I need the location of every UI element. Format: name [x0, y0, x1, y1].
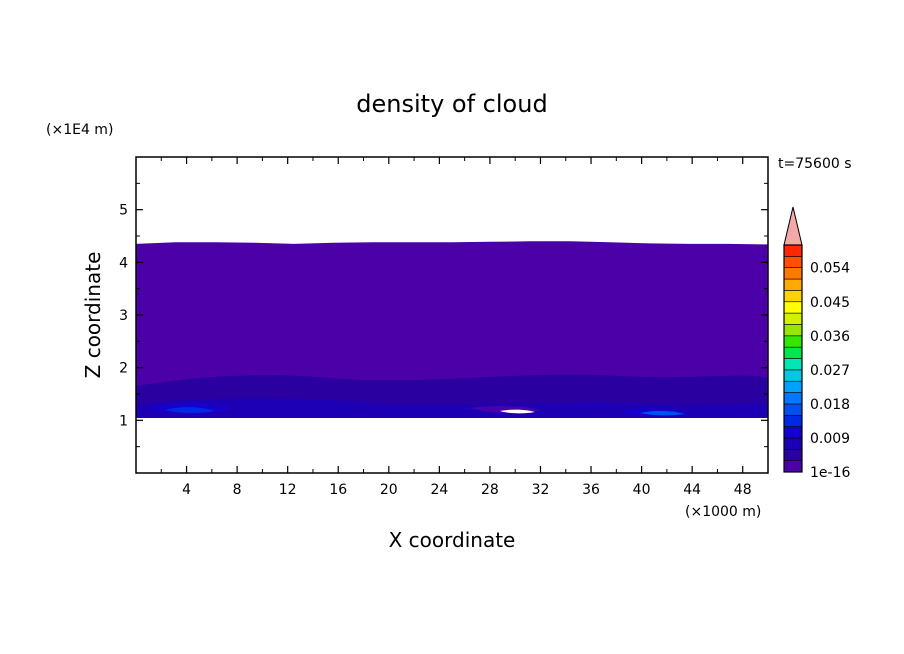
x-axis-ticks: 4 8 12 16 20 24 28 32 36 40 44 48 [160, 157, 752, 498]
x-tick-label: 44 [683, 482, 701, 498]
chart-title: density of cloud [356, 90, 547, 118]
x-tick-label: 28 [481, 482, 499, 498]
colorbar-swatch [783, 358, 803, 371]
y-tick-label: 4 [119, 255, 128, 271]
y-axis-label: Z coordinate [81, 252, 105, 379]
colorbar-swatch [783, 437, 803, 450]
colorbar-swatch [783, 426, 803, 439]
x-tick-label: 16 [329, 482, 347, 498]
colorbar-swatch [783, 369, 803, 382]
colorbar-swatch [783, 380, 803, 393]
y-tick-label: 1 [119, 413, 128, 429]
colorbar-swatch [783, 346, 803, 359]
x-axis-label: X coordinate [389, 528, 516, 552]
x-tick-label: 4 [182, 482, 191, 498]
colorbar-swatch [783, 460, 803, 473]
x-tick-label: 32 [532, 482, 550, 498]
colorbar-swatch [783, 403, 803, 416]
colorbar-swatch [783, 324, 803, 337]
colorbar-swatch [783, 267, 803, 280]
colorbar-extend-arrow [783, 206, 803, 246]
x-tick-label: 20 [380, 482, 398, 498]
colorbar-frame [783, 244, 803, 473]
cloud-structure-5 [640, 410, 685, 416]
x-unit-label: (×1000 m) [685, 504, 761, 520]
x-tick-label: 12 [279, 482, 297, 498]
colorbar: 1e-16 0.009 0.018 0.027 0.036 0.045 0.054 [783, 206, 850, 481]
cloud-structure-1 [136, 398, 768, 418]
colorbar-swatch [783, 256, 803, 269]
x-tick-label: 8 [233, 482, 242, 498]
colorbar-tick-label: 0.036 [810, 329, 850, 345]
colorbar-tick-label: 1e-16 [810, 465, 850, 481]
colorbar-swatch [783, 392, 803, 405]
y-tick-label: 5 [119, 203, 128, 219]
colorbar-swatch [783, 335, 803, 348]
colorbar-swatch [783, 301, 803, 314]
x-tick-label: 24 [430, 482, 448, 498]
y-unit-label: (×1E4 m) [46, 122, 113, 138]
colorbar-tick-label: 0.027 [810, 363, 850, 379]
colorbar-swatch [783, 414, 803, 427]
colorbar-tick-label: 0.009 [810, 431, 850, 447]
cloud-density-field [136, 241, 768, 418]
cloud-structure-3 [165, 407, 215, 414]
x-tick-label: 40 [633, 482, 651, 498]
colorbar-swatch [783, 448, 803, 461]
colorbar-tick-label: 0.018 [810, 397, 850, 413]
y-tick-label: 3 [119, 308, 128, 324]
cloud-main-region [136, 241, 768, 418]
cloud-structure-7 [500, 409, 535, 414]
x-tick-label: 48 [734, 482, 752, 498]
y-tick-label: 2 [119, 361, 128, 377]
colorbar-swatch [783, 244, 803, 257]
colorbar-swatch [783, 312, 803, 325]
colorbar-swatch [783, 290, 803, 303]
y-axis-ticks: 1 2 3 4 5 [119, 182, 768, 448]
colorbar-tick-label: 0.054 [810, 261, 850, 277]
colorbar-tick-label: 0.045 [810, 295, 850, 311]
time-label: t=75600 s [778, 156, 852, 172]
x-tick-label: 36 [582, 482, 600, 498]
colorbar-swatch [783, 278, 803, 291]
